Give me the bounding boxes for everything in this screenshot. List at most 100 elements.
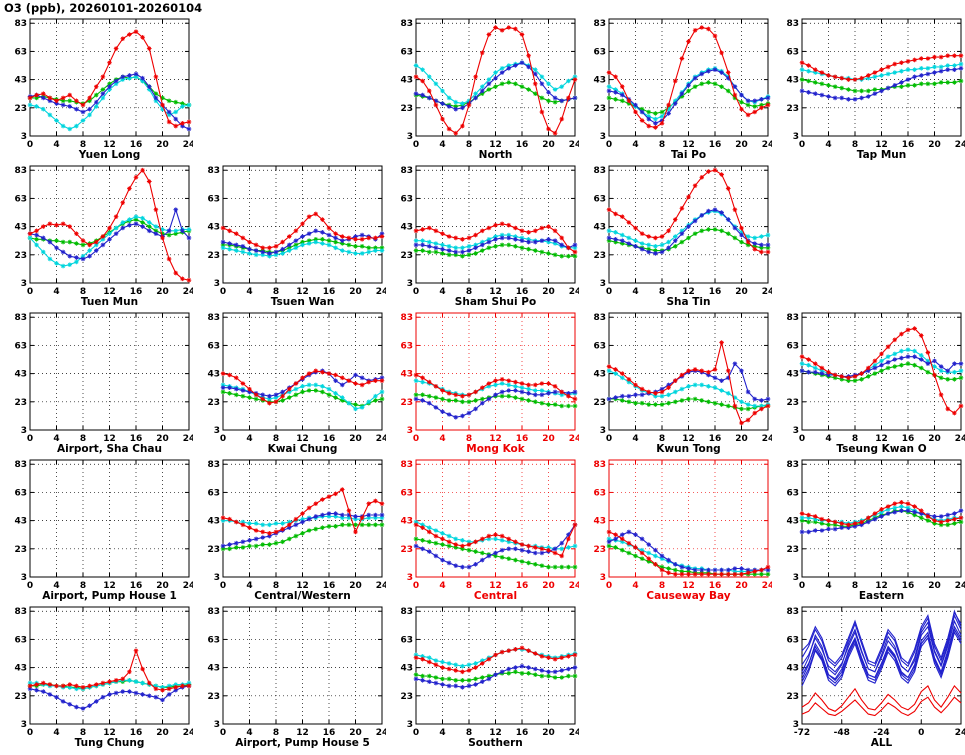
x-tick-label: 16 [130, 434, 143, 444]
x-tick-label: 4 [825, 140, 831, 150]
x-tick-label: 8 [659, 581, 665, 591]
central-canvas: 0 4 8 12 16 20 24 3 23 43 63 83 Central [400, 459, 581, 602]
chart-north: 0 4 8 12 16 20 24 3 23 43 63 83 North [386, 14, 581, 161]
y-tick-label: 83 [593, 19, 606, 29]
y-tick-label: 63 [400, 488, 413, 498]
x-tick-label: 24 [762, 140, 772, 150]
x-tick-label: 4 [53, 140, 59, 150]
north-canvas: 0 4 8 12 16 20 24 3 23 43 63 83 North [400, 18, 581, 161]
y-tick-label: 43 [14, 664, 27, 674]
y-tick-label: 43 [786, 517, 799, 527]
y-tick-label: 23 [400, 545, 413, 555]
chart-title: North [479, 149, 513, 161]
x-tick-label: 8 [466, 434, 472, 444]
chart-title: Tuen Mun [81, 296, 138, 308]
x-tick-label: 8 [659, 434, 665, 444]
series-markers-red [606, 167, 771, 255]
x-tick-label: 24 [183, 140, 193, 150]
x-tick-label: 16 [709, 581, 722, 591]
y-tick-label: 23 [400, 251, 413, 261]
chart-tap-mun: 0 4 8 12 16 20 24 3 23 43 63 83 Tap Mun [772, 14, 965, 161]
x-tick-label: 0 [606, 140, 612, 150]
y-tick-label: 83 [14, 19, 27, 29]
y-tick-label: 3 [600, 132, 606, 142]
tung-chung-canvas: 0 4 8 12 16 20 24 3 23 43 63 83 Tung Chung [14, 606, 195, 749]
chart-title: Airport, Pump House 5 [235, 737, 370, 749]
y-tick-label: 23 [14, 398, 27, 408]
x-tick-label: 16 [516, 581, 529, 591]
chart-title: Tai Po [671, 149, 706, 161]
series-markers-red [413, 25, 578, 136]
eastern-canvas: 0 4 8 12 16 20 24 3 23 43 63 83 Eastern [786, 459, 965, 602]
x-tick-label: 8 [466, 728, 472, 738]
y-tick-label: 23 [786, 545, 799, 555]
y-tick-label: 23 [207, 251, 220, 261]
y-tick-label: 63 [14, 47, 27, 57]
x-tick-label: 20 [735, 434, 748, 444]
chart-airport-pump-house-5: 0 4 8 12 16 20 24 3 23 43 63 83 Airport, Pump House … [193, 602, 388, 749]
y-tick-label: 63 [400, 194, 413, 204]
y-tick-label: 83 [786, 460, 799, 470]
x-tick-label: 16 [323, 434, 336, 444]
y-tick-label: 63 [207, 488, 220, 498]
mong-kok-canvas: 0 4 8 12 16 20 24 3 23 43 63 83 Mong Kok [400, 312, 581, 455]
x-tick-label: 12 [296, 434, 309, 444]
y-tick-label: 83 [400, 460, 413, 470]
series-markers-blue [606, 361, 771, 403]
y-tick-label: 63 [400, 635, 413, 645]
y-tick-label: 3 [214, 279, 220, 289]
series-line-blue [801, 630, 962, 687]
x-tick-label: 8 [80, 434, 86, 444]
x-tick-label: 0 [27, 434, 33, 444]
x-tick-label: -72 [794, 728, 810, 738]
x-tick-label: 0 [606, 434, 612, 444]
series-markers-red [606, 340, 771, 426]
chart-title: Sha Tin [666, 296, 710, 308]
tsuen-wan-canvas: 0 4 8 12 16 20 24 3 23 43 63 83 Tsuen Wan [207, 165, 388, 308]
y-tick-label: 43 [593, 370, 606, 380]
y-tick-label: 63 [786, 47, 799, 57]
x-tick-label: 20 [928, 434, 941, 444]
chart-southern: 0 4 8 12 16 20 24 3 23 43 63 83 Southern [386, 602, 581, 749]
x-tick-label: 20 [542, 287, 555, 297]
x-tick-label: 24 [569, 287, 579, 297]
x-tick-label: 16 [516, 434, 529, 444]
airport-pump-house-5-canvas: 0 4 8 12 16 20 24 3 23 43 63 83 Airport, Pump House … [207, 606, 388, 749]
y-tick-label: 43 [786, 664, 799, 674]
x-tick-label: 12 [296, 287, 309, 297]
x-tick-label: 0 [27, 287, 33, 297]
x-tick-label: 8 [80, 728, 86, 738]
y-tick-label: 3 [600, 573, 606, 583]
x-tick-label: 12 [296, 581, 309, 591]
series-markers-cyan [27, 214, 192, 269]
series-markers-cyan [27, 74, 192, 132]
chart-causeway-bay: 0 4 8 12 16 20 24 3 23 43 63 83 Causeway Bay [579, 455, 774, 602]
series-markers-red [413, 221, 578, 255]
y-tick-label: 43 [593, 517, 606, 527]
y-tick-label: 63 [207, 341, 220, 351]
y-tick-label: 3 [793, 573, 799, 583]
plot-frame [415, 312, 576, 431]
x-tick-label: 24 [955, 140, 965, 150]
x-tick-label: 4 [53, 581, 59, 591]
x-tick-label: 0 [606, 581, 612, 591]
chart-mong-kok: 0 4 8 12 16 20 24 3 23 43 63 83 Mong Kok [386, 308, 581, 455]
y-tick-label: 23 [14, 251, 27, 261]
x-tick-label: 16 [516, 287, 529, 297]
series-markers-red [413, 372, 578, 402]
x-tick-label: 12 [875, 434, 888, 444]
x-tick-label: 24 [762, 581, 772, 591]
x-tick-label: 12 [103, 434, 116, 444]
x-tick-label: 24 [955, 434, 965, 444]
y-tick-label: 3 [407, 720, 413, 730]
x-tick-label: 8 [80, 140, 86, 150]
x-tick-label: 20 [542, 140, 555, 150]
x-tick-label: 16 [516, 140, 529, 150]
y-tick-label: 23 [593, 398, 606, 408]
chart-title: Yuen Long [78, 149, 140, 161]
y-tick-label: 23 [14, 104, 27, 114]
chart-title: Kwun Tong [656, 443, 720, 455]
chart-central-western: 0 4 8 12 16 20 24 3 23 43 63 83 Central/Western [193, 455, 388, 602]
kwai-chung-canvas: 0 4 8 12 16 20 24 3 23 43 63 83 Kwai Chung [207, 312, 388, 455]
y-tick-label: 83 [14, 166, 27, 176]
